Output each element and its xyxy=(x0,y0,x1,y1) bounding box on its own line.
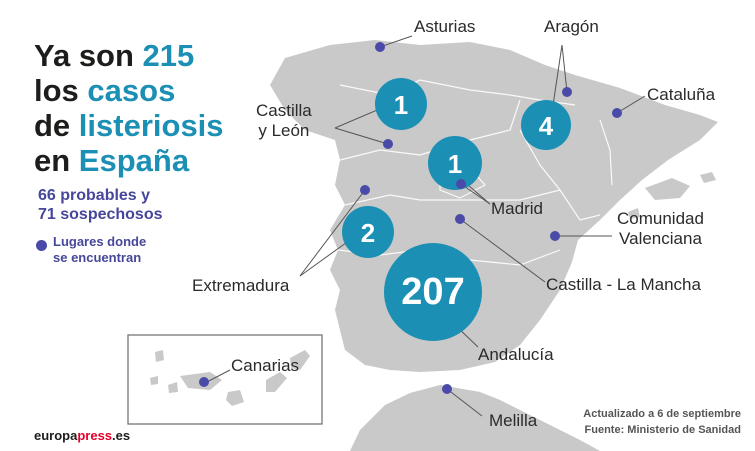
label-madrid: Madrid xyxy=(491,199,543,218)
dot-castilla-la-mancha xyxy=(455,214,465,224)
dot-cataluna xyxy=(612,108,622,118)
cases-andalucia: 207 xyxy=(401,271,465,313)
balearic-islands xyxy=(645,178,690,200)
dot-asturias xyxy=(375,42,385,52)
source-text: Fuente: Ministerio de Sanidad xyxy=(584,424,741,436)
label-andalucia: Andalucía xyxy=(478,345,554,364)
headline: Ya son 215 los casos de listeriosis en E… xyxy=(34,38,224,178)
cases-madrid: 1 xyxy=(447,149,463,179)
dot-melilla xyxy=(442,384,452,394)
bubble-andalucia xyxy=(384,243,482,341)
headline-line-2: los casos xyxy=(34,73,176,108)
subhead-probables: 66 probables y xyxy=(38,187,151,204)
bubble-castilla-leon xyxy=(375,78,427,130)
iberian-peninsula xyxy=(270,40,718,372)
bubble-madrid xyxy=(428,136,482,190)
canary-islands xyxy=(150,350,310,406)
label-aragon: Aragón xyxy=(544,17,599,36)
label-castilla-leon: Castilla y León xyxy=(256,101,312,140)
north-africa xyxy=(350,385,600,451)
legend-dot-icon xyxy=(36,240,47,251)
label-comunidad-valenciana: Comunidad Valenciana xyxy=(617,209,704,248)
dot-aragon xyxy=(562,87,572,97)
cases-aragon: 4 xyxy=(538,111,554,141)
legend-text: Lugares donde se encuentran xyxy=(53,234,147,265)
label-castilla-la-mancha: Castilla - La Mancha xyxy=(546,275,701,294)
bubble-aragon xyxy=(521,100,571,150)
source-note: Actualizado a 6 de septiembre Fuente: Mi… xyxy=(583,406,741,438)
dot-extremadura xyxy=(360,185,370,195)
updated-date: Actualizado a 6 de septiembre xyxy=(583,408,741,420)
label-extremadura: Extremadura xyxy=(192,276,290,295)
cases-extremadura: 2 xyxy=(360,218,376,248)
label-melilla: Melilla xyxy=(489,411,538,430)
subhead: 66 probables y 71 sospechosos xyxy=(38,186,163,224)
leader-lines xyxy=(206,35,646,417)
dot-comunidad-valenciana xyxy=(550,231,560,241)
label-canarias: Canarias xyxy=(231,356,300,375)
cases-castilla-leon: 1 xyxy=(393,90,409,120)
headline-line-4: en España xyxy=(34,143,190,178)
dot-castilla-leon xyxy=(383,139,393,149)
dot-madrid xyxy=(456,179,466,189)
headline-line-1: Ya son 215 xyxy=(34,38,195,73)
dot-canarias xyxy=(199,377,209,387)
label-cataluna: Cataluña xyxy=(647,85,716,104)
subhead-sospechosos: 71 sospechosos xyxy=(38,206,163,223)
label-asturias: Asturias xyxy=(414,17,476,36)
location-dots xyxy=(199,42,622,394)
bubble-extremadura xyxy=(342,206,394,258)
canarias-inset-frame xyxy=(127,334,323,425)
headline-line-3: de listeriosis xyxy=(34,108,224,143)
brand-logo: europapress.es xyxy=(34,428,131,443)
